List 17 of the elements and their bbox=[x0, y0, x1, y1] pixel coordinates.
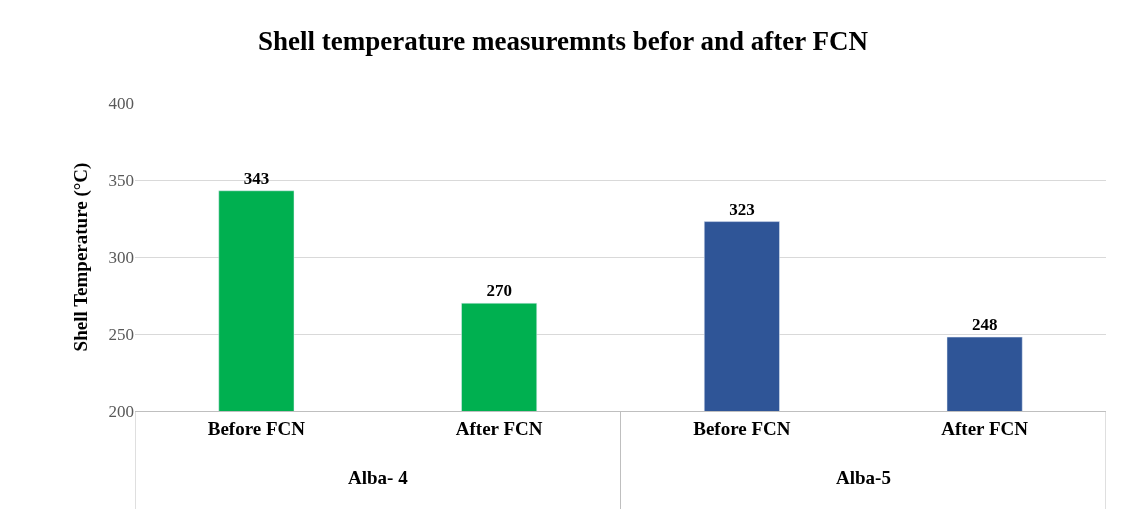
data-label: 343 bbox=[243, 168, 270, 188]
y-tick-label: 250 bbox=[108, 324, 134, 344]
data-label: 323 bbox=[729, 199, 755, 219]
x-tick-label: After FCN bbox=[941, 417, 1029, 439]
y-tick-label: 300 bbox=[108, 247, 134, 267]
y-tick-label: 400 bbox=[108, 93, 134, 113]
y-axis-title: Shell Temperature (°C) bbox=[70, 162, 93, 352]
text: Alba-5 bbox=[836, 467, 891, 488]
x-tick-label: After FCN bbox=[455, 417, 543, 439]
y-tick-label: 350 bbox=[108, 170, 134, 190]
x-tick-label: Before FCN bbox=[207, 417, 306, 439]
text: Alba- 4 bbox=[348, 467, 409, 488]
y-tick-label: 200 bbox=[108, 401, 134, 421]
x-tick-label: Before FCN bbox=[693, 417, 791, 439]
chart-title: Shell temperature measuremnts befor and after FCN bbox=[258, 26, 869, 57]
data-label: 248 bbox=[971, 315, 998, 335]
data-label: 270 bbox=[486, 281, 512, 301]
